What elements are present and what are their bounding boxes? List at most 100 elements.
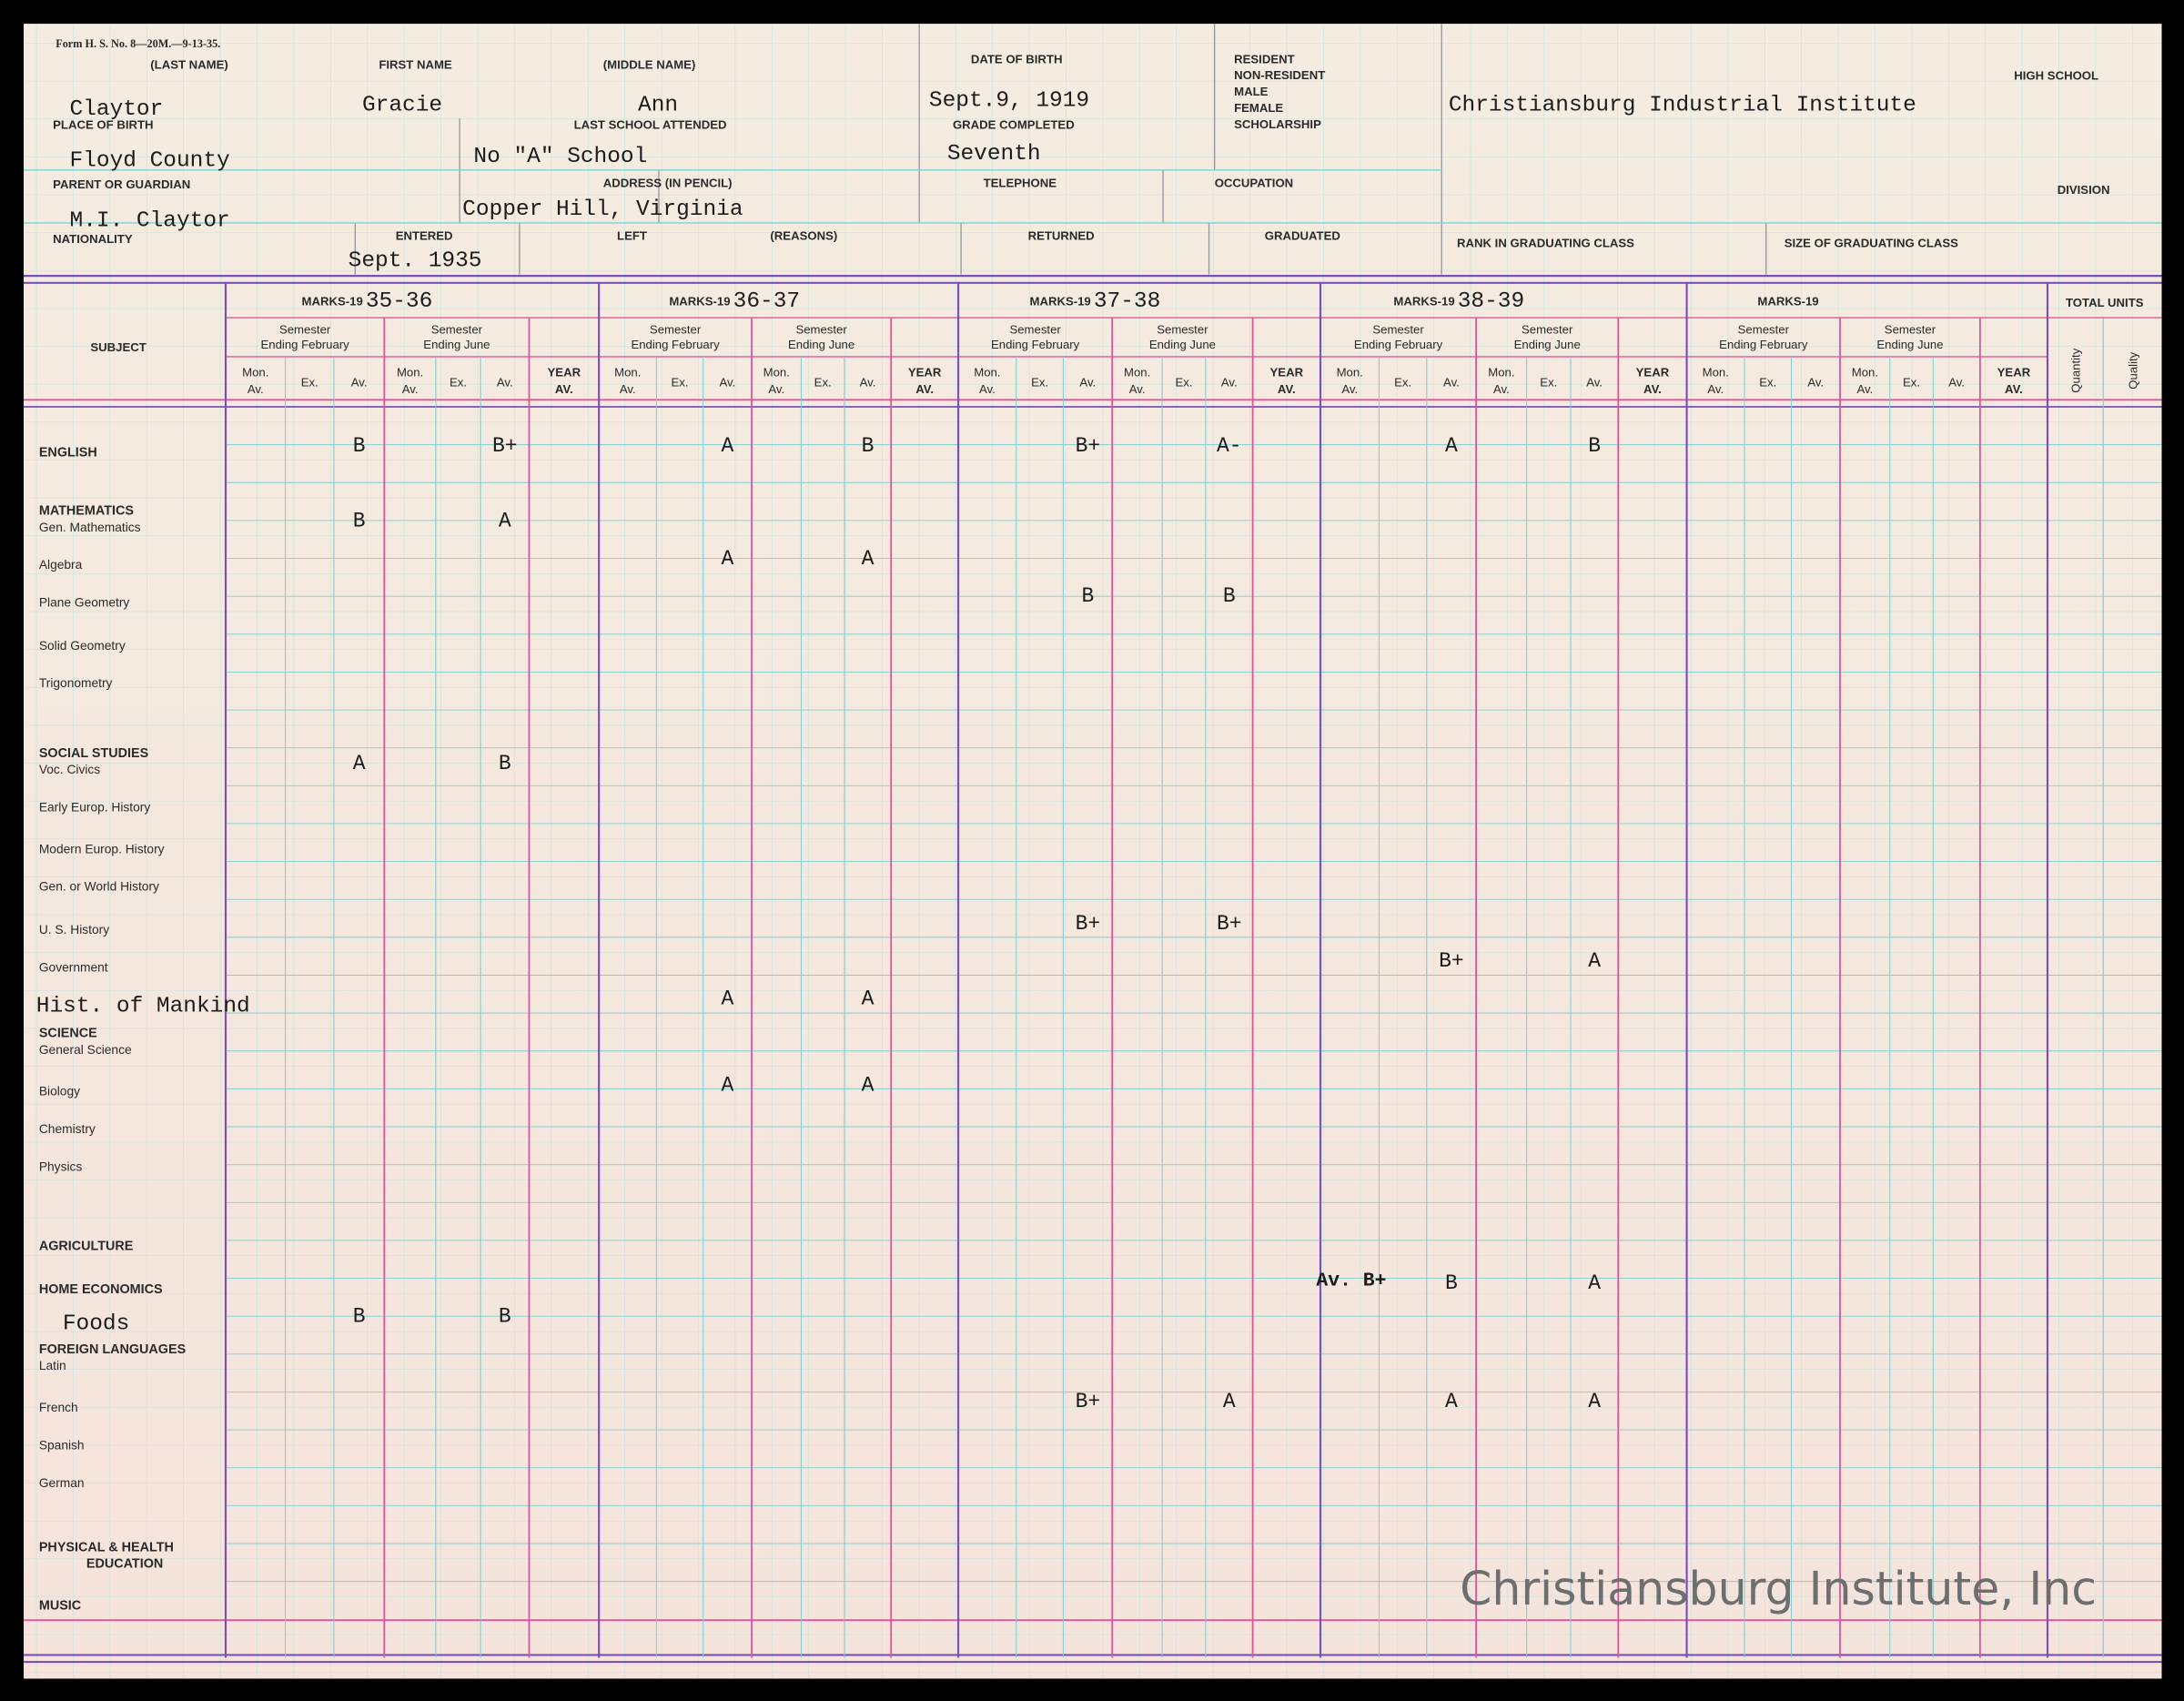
column-label: Av. xyxy=(1221,375,1238,389)
field-label: (LAST NAME) xyxy=(150,57,228,71)
grid-pattern xyxy=(24,24,2162,1679)
status-option: FEMALE xyxy=(1234,101,1283,115)
grade: B+ xyxy=(492,434,518,458)
field-label: FIRST NAME xyxy=(379,57,452,71)
field-label: PLACE OF BIRTH xyxy=(53,117,153,131)
subject: HOME ECONOMICS xyxy=(39,1282,163,1297)
grade: A xyxy=(1588,1390,1601,1413)
subject: German xyxy=(39,1476,85,1490)
column-label: Ex. xyxy=(1540,375,1557,389)
column-label: Ex. xyxy=(814,375,832,389)
column-label: Mon. xyxy=(242,366,268,380)
grade: B+ xyxy=(1076,912,1101,936)
column-label: Mon. xyxy=(397,366,423,380)
field-label: HIGH SCHOOL xyxy=(2014,69,2098,83)
grade: A xyxy=(721,434,733,458)
column-label: YEAR xyxy=(908,366,942,380)
column-label: Mon. xyxy=(763,366,790,380)
subject: MUSIC xyxy=(39,1599,81,1614)
column-label: Av. xyxy=(1586,375,1603,389)
semester-label: Ending June xyxy=(788,338,854,351)
column-label: Av. xyxy=(1079,375,1096,389)
field-label: LAST SCHOOL ATTENDED xyxy=(574,117,727,131)
column-label: Ex. xyxy=(301,375,318,389)
column-label: Ex. xyxy=(1394,375,1411,389)
grade: A xyxy=(1445,434,1458,458)
column-label: Av. xyxy=(979,382,996,396)
field-label: RANK IN GRADUATING CLASS xyxy=(1457,236,1634,249)
field-label: ADDRESS (IN PENCIL) xyxy=(603,177,733,190)
year: 35-36 xyxy=(366,289,432,314)
subject: Voc. Civics xyxy=(39,763,100,776)
subject: Biology xyxy=(39,1085,80,1099)
grade: A xyxy=(1588,949,1601,973)
subject: EDUCATION xyxy=(86,1557,163,1572)
marks-label: MARKS-19 xyxy=(669,295,730,309)
grade: B xyxy=(1081,584,1094,608)
field-label: (MIDDLE NAME) xyxy=(603,57,696,71)
subject: Gen. or World History xyxy=(39,880,159,894)
subject: Government xyxy=(39,960,108,974)
field-value: M.I. Claytor xyxy=(70,208,230,233)
grade: B+ xyxy=(1076,1390,1101,1413)
grade: A- xyxy=(1217,434,1242,458)
form-number: Form H. S. No. 8—20M.—9-13-35. xyxy=(56,37,220,50)
column-label: Ex. xyxy=(672,375,689,389)
field-value: Seventh xyxy=(947,142,1041,167)
semester-label: Ending June xyxy=(1514,338,1581,351)
column-label: Mon. xyxy=(974,366,1000,380)
column-label: Ex. xyxy=(1031,375,1048,389)
semester-label: Semester xyxy=(1157,322,1208,336)
grade: B xyxy=(1588,434,1601,458)
subject: Gen. Mathematics xyxy=(39,521,141,534)
column-label: Mon. xyxy=(1852,366,1878,380)
subject-heading: SCIENCE xyxy=(39,1027,97,1041)
field-label: (REASONS) xyxy=(770,229,837,243)
grade: B xyxy=(353,510,366,533)
column-label: Ex. xyxy=(1759,375,1776,389)
field-value: No "A" School xyxy=(473,145,647,169)
unit-column-label: Quality xyxy=(2126,351,2139,389)
subject-heading: SOCIAL STUDIES xyxy=(39,746,149,761)
field-value: Floyd County xyxy=(70,149,230,174)
subject: U. S. History xyxy=(39,923,109,937)
column-label: Av. xyxy=(1129,382,1146,396)
subject: Trigonometry xyxy=(39,676,113,690)
column-label: Av. xyxy=(1443,375,1460,389)
subject: Early Europ. History xyxy=(39,800,151,814)
field-value: Copper Hill, Virginia xyxy=(462,197,743,222)
field-label: LEFT xyxy=(617,229,647,243)
column-label: Mon. xyxy=(614,366,641,380)
field-value: Claytor xyxy=(70,97,164,122)
semester-label: Semester xyxy=(1522,322,1573,336)
semester-label: Ending June xyxy=(1876,338,1943,351)
marks-label: MARKS-19 xyxy=(302,295,363,309)
grade: B xyxy=(1445,1271,1458,1295)
column-label: AV. xyxy=(1643,382,1662,396)
grade: A xyxy=(1445,1390,1458,1413)
column-label: Mon. xyxy=(1703,366,1729,380)
grade: A xyxy=(862,547,875,571)
semester-label: Semester xyxy=(1372,322,1424,336)
column-label: YEAR xyxy=(548,366,581,380)
field-label: DIVISION xyxy=(2058,183,2110,197)
field-label: OCCUPATION xyxy=(1215,177,1294,190)
field-value: Gracie xyxy=(362,93,442,117)
subject: Physics xyxy=(39,1159,83,1173)
subject: Spanish xyxy=(39,1438,85,1452)
grade: A xyxy=(862,987,875,1011)
subject-heading: MATHEMATICS xyxy=(39,504,134,519)
column-label: Ex. xyxy=(450,375,467,389)
subject-header: SUBJECT xyxy=(90,340,146,354)
field-label: SIZE OF GRADUATING CLASS xyxy=(1785,236,1958,249)
subject: Algebra xyxy=(39,558,83,572)
column-label: Av. xyxy=(1948,375,1965,389)
column-label: Av. xyxy=(768,382,784,396)
status-option: RESIDENT xyxy=(1234,52,1295,66)
subject: French xyxy=(39,1401,78,1414)
column-label: Av. xyxy=(620,382,636,396)
grade-note: Av. B+ xyxy=(1316,1270,1386,1291)
field-label: GRADUATED xyxy=(1265,229,1340,243)
column-label: Av. xyxy=(1807,375,1824,389)
